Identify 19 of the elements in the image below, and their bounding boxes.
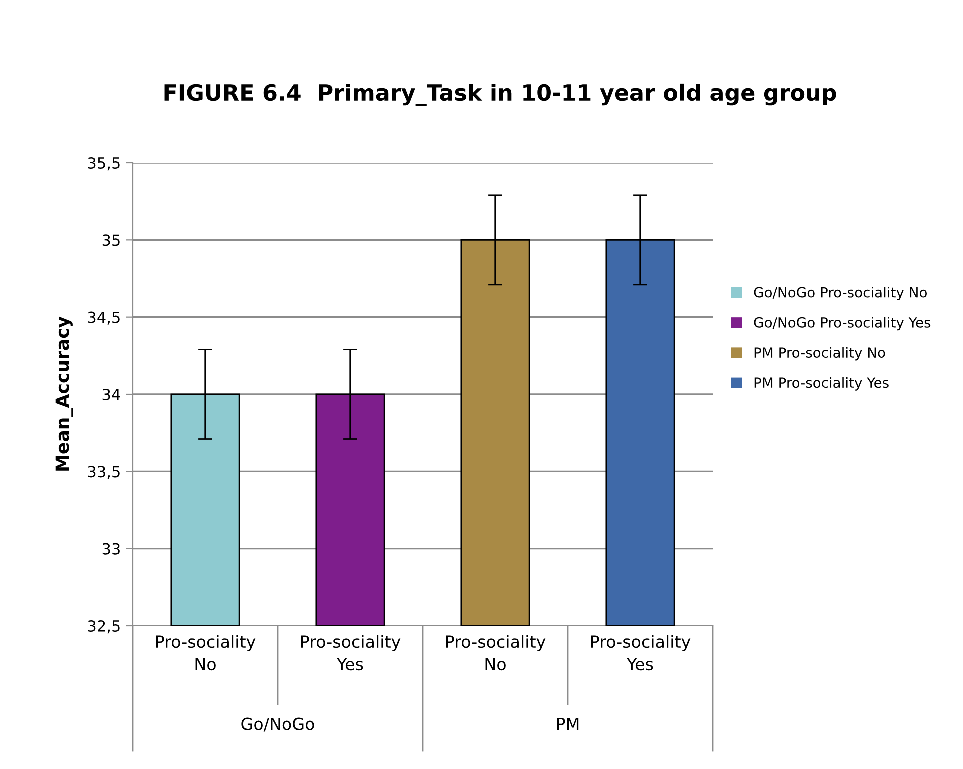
x-tick-label: Pro-sociality No (446, 635, 546, 671)
y-tick-label: 34 (102, 388, 120, 401)
legend-label: PM Pro-sociality Yes (754, 377, 889, 391)
text: Go/NoGo (242, 718, 314, 732)
y-tick-label: 32,5 (88, 620, 120, 634)
text: PM (557, 718, 579, 730)
legend-label: Go/NoGo Pro-sociality No (754, 287, 927, 300)
legend-label: Go/NoGo Pro-sociality Yes (754, 317, 931, 331)
legend-label: PM Pro-sociality No (754, 347, 886, 361)
x-tick-label: Pro-sociality No (156, 635, 256, 671)
y-tick-label: 33 (102, 543, 120, 555)
y-tick-label: 35 (102, 234, 120, 246)
y-tick-label: 33,5 (88, 466, 120, 480)
chart-title: FIGURE 6.4 Primary_Task in 10-11 year old age group (164, 84, 836, 106)
x-tick-label: Pro-sociality Yes (591, 635, 691, 671)
x-tick-label: Pro-sociality Yes (301, 635, 401, 671)
y-tick-label: 35,5 (88, 157, 120, 171)
y-axis-title: Mean_Accuracy (56, 316, 74, 471)
y-tick-label: 34,5 (88, 312, 120, 325)
